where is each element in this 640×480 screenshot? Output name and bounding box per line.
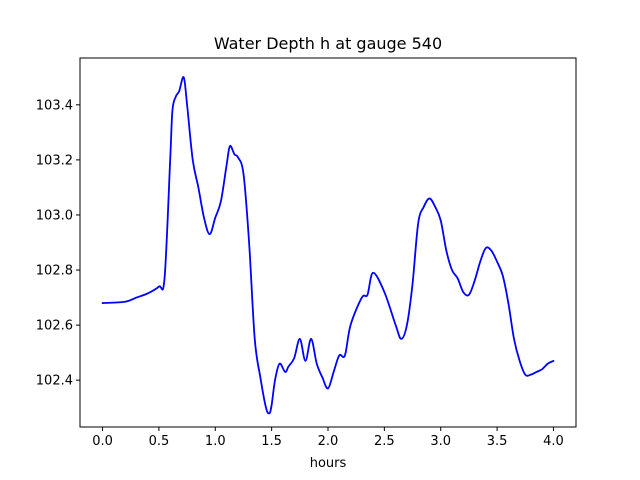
x-tick-label: 0.5 xyxy=(149,434,170,449)
x-tick-label: 2.5 xyxy=(374,434,395,449)
y-tick-label: 102.8 xyxy=(36,264,73,279)
x-tick-label: 3.0 xyxy=(430,434,451,449)
x-tick-label: 3.5 xyxy=(487,434,508,449)
y-tick-label: 103.4 xyxy=(36,98,73,113)
x-tick-label: 1.5 xyxy=(261,434,282,449)
x-tick-label: 2.0 xyxy=(318,434,339,449)
x-axis-label: hours xyxy=(310,456,347,471)
y-tick-label: 103.0 xyxy=(36,208,73,223)
x-tick-label: 4.0 xyxy=(543,434,564,449)
plot-area xyxy=(80,58,576,427)
x-axis-ticks: 0.0 0.5 1.0 1.5 2.0 2.5 3.0 3.5 4.0 xyxy=(92,427,564,449)
x-tick-label: 1.0 xyxy=(205,434,226,449)
y-tick-label: 102.4 xyxy=(36,374,73,389)
chart-title: Water Depth h at gauge 540 xyxy=(214,34,442,53)
y-axis-ticks: 102.4 102.6 102.8 103.0 103.2 103.4 xyxy=(36,98,80,389)
series-line-water-depth xyxy=(101,76,555,415)
plot-frame xyxy=(79,57,577,428)
y-tick-label: 102.6 xyxy=(36,319,73,334)
y-tick-label: 103.2 xyxy=(36,153,73,168)
x-tick-label: 0.0 xyxy=(92,434,113,449)
